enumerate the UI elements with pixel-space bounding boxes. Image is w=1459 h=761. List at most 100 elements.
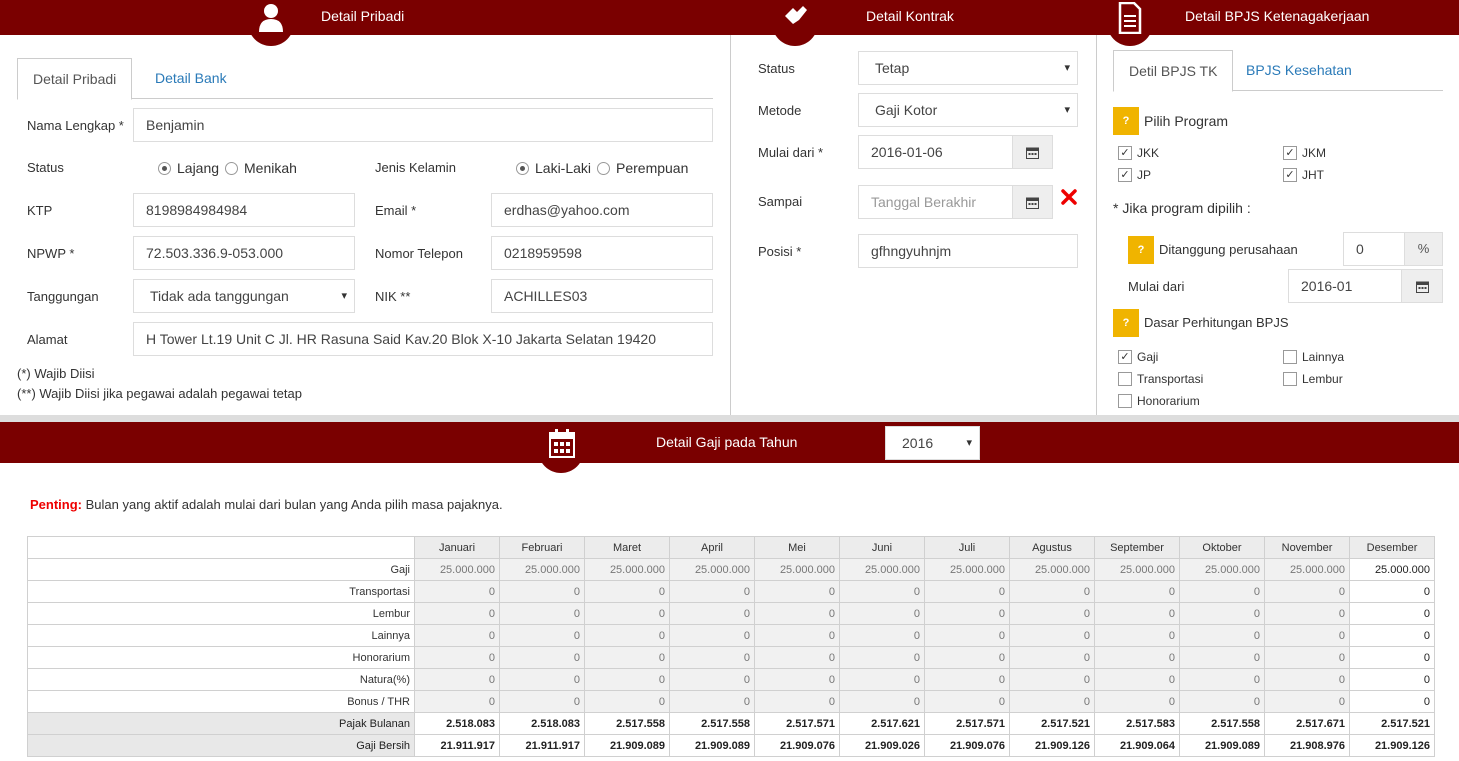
table-cell[interactable]: 0 [1349, 580, 1435, 603]
tab-bpjs-tk[interactable]: Detil BPJS TK [1113, 50, 1234, 92]
table-cell[interactable]: 25.000.000 [584, 558, 670, 581]
calendar-icon[interactable] [1012, 135, 1053, 169]
table-cell[interactable]: 0 [754, 602, 840, 625]
table-cell[interactable]: 0 [924, 668, 1010, 691]
clear-date-icon[interactable] [1061, 189, 1077, 208]
table-cell[interactable]: 0 [1009, 646, 1095, 669]
table-cell[interactable]: 0 [584, 690, 670, 713]
table-cell[interactable]: 0 [669, 690, 755, 713]
checkbox-jkm[interactable]: ✓ [1283, 146, 1297, 160]
table-cell[interactable]: 0 [1094, 668, 1180, 691]
tab-detail-bank[interactable]: Detail Bank [155, 70, 227, 86]
year-select[interactable]: 2016 [885, 426, 980, 460]
table-cell[interactable]: 0 [1009, 624, 1095, 647]
nama-input[interactable]: Benjamin [133, 108, 713, 142]
table-cell[interactable]: 0 [1264, 602, 1350, 625]
table-cell[interactable]: 0 [584, 624, 670, 647]
table-cell[interactable]: 0 [1349, 624, 1435, 647]
table-cell[interactable]: 0 [1179, 690, 1265, 713]
table-cell[interactable]: 0 [414, 690, 500, 713]
table-cell[interactable]: 0 [669, 580, 755, 603]
table-cell[interactable]: 0 [669, 668, 755, 691]
checkbox-transportasi[interactable] [1118, 372, 1132, 386]
mulai-input[interactable]: 2016-01-06 [858, 135, 1013, 169]
table-cell[interactable]: 0 [414, 602, 500, 625]
metode-select[interactable]: Gaji Kotor [858, 93, 1078, 127]
checkbox-lembur[interactable] [1283, 372, 1297, 386]
table-cell[interactable]: 0 [1349, 602, 1435, 625]
table-cell[interactable]: 25.000.000 [414, 558, 500, 581]
radio-laki[interactable] [516, 162, 529, 175]
table-cell[interactable]: 25.000.000 [1094, 558, 1180, 581]
checkbox-honorarium[interactable] [1118, 394, 1132, 408]
table-cell[interactable]: 0 [669, 646, 755, 669]
table-cell[interactable]: 0 [1009, 668, 1095, 691]
table-cell[interactable]: 25.000.000 [924, 558, 1010, 581]
table-cell[interactable]: 25.000.000 [839, 558, 925, 581]
table-cell[interactable]: 0 [1094, 602, 1180, 625]
checkbox-jht[interactable]: ✓ [1283, 168, 1297, 182]
tanggungan-select[interactable]: Tidak ada tanggungan [133, 279, 355, 313]
table-cell[interactable]: 25.000.000 [499, 558, 585, 581]
table-cell[interactable]: 0 [839, 646, 925, 669]
table-cell[interactable]: 25.000.000 [1179, 558, 1265, 581]
table-cell[interactable]: 0 [1094, 646, 1180, 669]
table-cell[interactable]: 0 [1179, 580, 1265, 603]
calendar-icon[interactable] [1012, 185, 1053, 219]
table-cell[interactable]: 0 [1179, 646, 1265, 669]
table-cell[interactable]: 25.000.000 [669, 558, 755, 581]
checkbox-gaji[interactable]: ✓ [1118, 350, 1132, 364]
table-cell[interactable]: 0 [1179, 668, 1265, 691]
table-cell[interactable]: 0 [754, 624, 840, 647]
table-cell[interactable]: 0 [754, 580, 840, 603]
table-cell[interactable]: 0 [414, 646, 500, 669]
table-cell[interactable]: 0 [499, 624, 585, 647]
table-cell[interactable]: 0 [1179, 624, 1265, 647]
posisi-input[interactable]: gfhngyuhnjm [858, 234, 1078, 268]
checkbox-jkk[interactable]: ✓ [1118, 146, 1132, 160]
table-cell[interactable]: 0 [414, 668, 500, 691]
table-cell[interactable]: 0 [1349, 690, 1435, 713]
table-cell[interactable]: 0 [1179, 602, 1265, 625]
tab-detail-pribadi[interactable]: Detail Pribadi [17, 58, 133, 100]
ktp-input[interactable]: 8198984984984 [133, 193, 355, 227]
table-cell[interactable]: 0 [499, 668, 585, 691]
npwp-input[interactable]: 72.503.336.9-053.000 [133, 236, 355, 270]
table-cell[interactable]: 0 [839, 580, 925, 603]
table-cell[interactable]: 0 [924, 646, 1010, 669]
table-cell[interactable]: 0 [1009, 602, 1095, 625]
table-cell[interactable]: 0 [839, 668, 925, 691]
sampai-input[interactable]: Tanggal Berakhir [858, 185, 1013, 219]
table-cell[interactable]: 0 [754, 646, 840, 669]
table-cell[interactable]: 25.000.000 [1349, 558, 1435, 581]
table-cell[interactable]: 25.000.000 [1009, 558, 1095, 581]
radio-lajang[interactable] [158, 162, 171, 175]
table-cell[interactable]: 0 [669, 624, 755, 647]
table-cell[interactable]: 0 [1094, 624, 1180, 647]
table-cell[interactable]: 0 [414, 624, 500, 647]
table-cell[interactable]: 0 [499, 646, 585, 669]
table-cell[interactable]: 0 [1264, 624, 1350, 647]
table-cell[interactable]: 0 [584, 602, 670, 625]
table-cell[interactable]: 0 [1264, 690, 1350, 713]
table-cell[interactable]: 0 [924, 690, 1010, 713]
table-cell[interactable]: 0 [839, 690, 925, 713]
help-icon[interactable]: ? [1113, 107, 1139, 135]
table-cell[interactable]: 0 [669, 602, 755, 625]
table-cell[interactable]: 0 [924, 624, 1010, 647]
table-cell[interactable]: 0 [1094, 580, 1180, 603]
table-cell[interactable]: 0 [584, 668, 670, 691]
table-cell[interactable]: 0 [584, 580, 670, 603]
table-cell[interactable]: 0 [924, 580, 1010, 603]
table-cell[interactable]: 0 [1009, 580, 1095, 603]
email-input[interactable]: erdhas@yahoo.com [491, 193, 713, 227]
table-cell[interactable]: 0 [499, 602, 585, 625]
table-cell[interactable]: 0 [1264, 668, 1350, 691]
calendar-icon[interactable] [1401, 269, 1443, 303]
table-cell[interactable]: 25.000.000 [754, 558, 840, 581]
table-cell[interactable]: 0 [499, 690, 585, 713]
telp-input[interactable]: 0218959598 [491, 236, 713, 270]
table-cell[interactable]: 0 [584, 646, 670, 669]
ditanggung-input[interactable]: 0 [1343, 232, 1405, 266]
table-cell[interactable]: 0 [1009, 690, 1095, 713]
